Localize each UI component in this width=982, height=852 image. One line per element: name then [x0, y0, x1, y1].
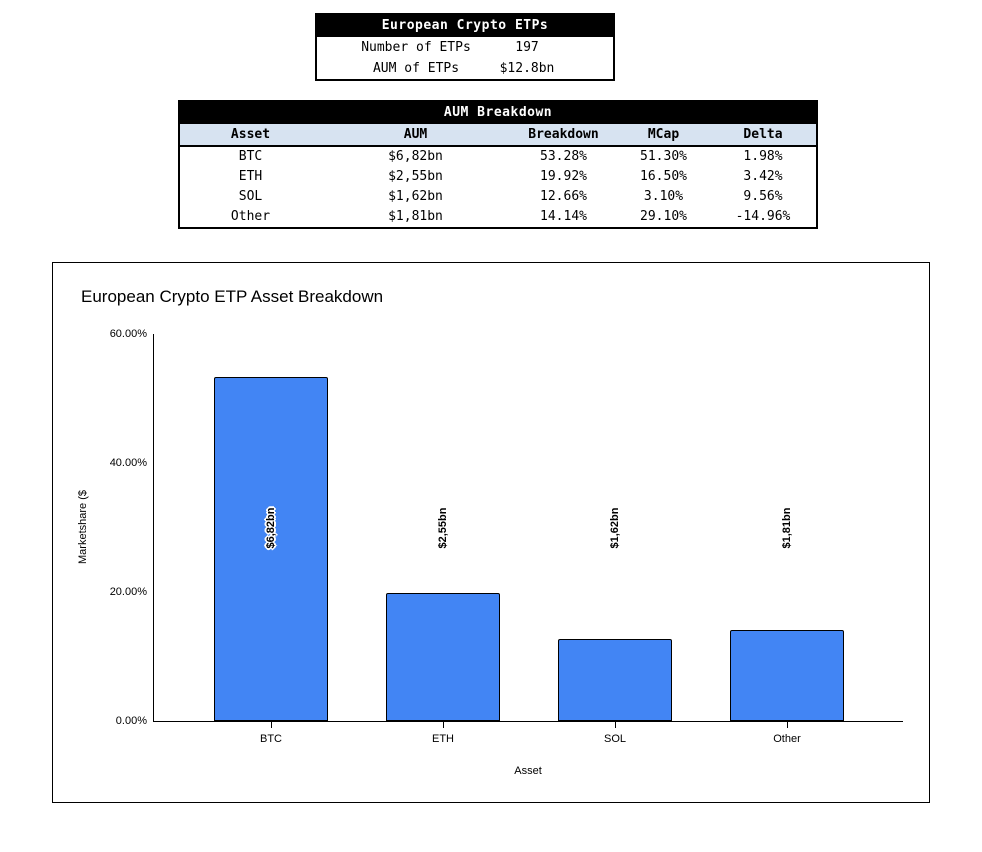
summary-table-body: Number of ETPs 197 AUM of ETPs $12.8bn — [317, 37, 613, 79]
x-tick-mark — [271, 722, 272, 728]
x-tick-label: Other — [773, 733, 801, 745]
aum-cell: 14.14% — [540, 209, 587, 224]
summary-row-value: $12.8bn — [499, 61, 555, 76]
aum-cell: 16.50% — [640, 169, 687, 184]
y-axis-line — [153, 334, 154, 721]
aum-cell: $2,55bn — [388, 169, 443, 184]
summary-row-label: AUM of ETPs — [372, 61, 460, 76]
bar-label: $6,82bn — [265, 507, 277, 548]
chart-title: European Crypto ETP Asset Breakdown — [81, 287, 384, 306]
chart-card: European Crypto ETP Asset Breakdown Mark… — [52, 262, 930, 803]
aum-cell: ETH — [238, 169, 263, 184]
y-tick-label: 20.00% — [109, 586, 147, 598]
aum-cell: 19.92% — [540, 169, 587, 184]
x-axis-line — [153, 721, 903, 722]
summary-row-value: 197 — [515, 40, 539, 55]
aum-cell: $6,82bn — [388, 149, 443, 164]
x-tick-label: ETH — [432, 733, 454, 745]
x-tick-mark — [443, 722, 444, 728]
aum-cell: 29.10% — [640, 209, 687, 224]
summary-table: European Crypto ETPs Number of ETPs 197 AU… — [315, 13, 615, 81]
aum-column-header: AUM — [403, 127, 428, 142]
aum-cell: 3.42% — [743, 169, 783, 184]
aum-cell: $1,62bn — [388, 189, 443, 204]
table-row: Other $1,81bn 14.14% 29.10% -14.96% — [180, 207, 816, 227]
summary-table-row: AUM of ETPs $12.8bn — [317, 58, 613, 79]
aum-cell: -14.96% — [735, 209, 791, 224]
table-row: SOL $1,62bn 12.66% 3.10% 9.56% — [180, 187, 816, 207]
x-tick-label: BTC — [260, 733, 282, 745]
aum-column-header: Breakdown — [528, 127, 599, 142]
aum-breakdown-table-title: AUM Breakdown — [180, 102, 816, 124]
bar — [214, 377, 328, 721]
aum-breakdown-table: AUM Breakdown Asset AUM Breakdown MCap Delta… — [178, 100, 818, 229]
x-tick-mark — [787, 722, 788, 728]
bar — [558, 639, 672, 721]
aum-breakdown-table-body: BTC $6,82bn 53.28% 51.30% 1.98% ETH $2,55bn 19.… — [180, 147, 816, 227]
aum-cell: $1,81bn — [388, 209, 443, 224]
summary-row-label: Number of ETPs — [361, 40, 471, 55]
aum-cell: 3.10% — [643, 189, 684, 204]
bar-label: $1,81bn — [781, 507, 793, 548]
x-axis-title: Asset — [514, 765, 542, 777]
x-tick-mark — [615, 722, 616, 728]
y-tick-label: 60.00% — [109, 328, 147, 340]
aum-cell: 1.98% — [743, 149, 783, 164]
aum-cell: 53.28% — [540, 149, 587, 164]
aum-column-header: MCap — [647, 127, 680, 142]
aum-cell: 51.30% — [640, 149, 687, 164]
bar-label: $2,55bn — [437, 507, 449, 548]
aum-column-header: Asset — [230, 127, 271, 142]
y-tick-label: 40.00% — [109, 457, 147, 469]
summary-table-title: European Crypto ETPs — [317, 15, 613, 37]
aum-cell: 12.66% — [540, 189, 587, 204]
aum-column-header: Delta — [743, 127, 783, 142]
table-row: ETH $2,55bn 19.92% 16.50% 3.42% — [180, 167, 816, 187]
y-axis-title: Marketshare ($ — [77, 490, 89, 564]
aum-breakdown-header-row: Asset AUM Breakdown MCap Delta — [180, 124, 816, 147]
aum-cell: SOL — [238, 189, 263, 204]
table-row: BTC $6,82bn 53.28% 51.30% 1.98% — [180, 147, 816, 167]
aum-cell: 9.56% — [743, 189, 783, 204]
bar-label: $1,62bn — [609, 507, 621, 548]
aum-cell: BTC — [238, 149, 263, 164]
summary-table-row: Number of ETPs 197 — [317, 37, 613, 58]
aum-cell: Other — [230, 209, 271, 224]
bar — [386, 592, 500, 721]
x-tick-label: SOL — [603, 733, 627, 745]
bar — [730, 629, 844, 721]
y-tick-label: 0.00% — [115, 715, 147, 727]
